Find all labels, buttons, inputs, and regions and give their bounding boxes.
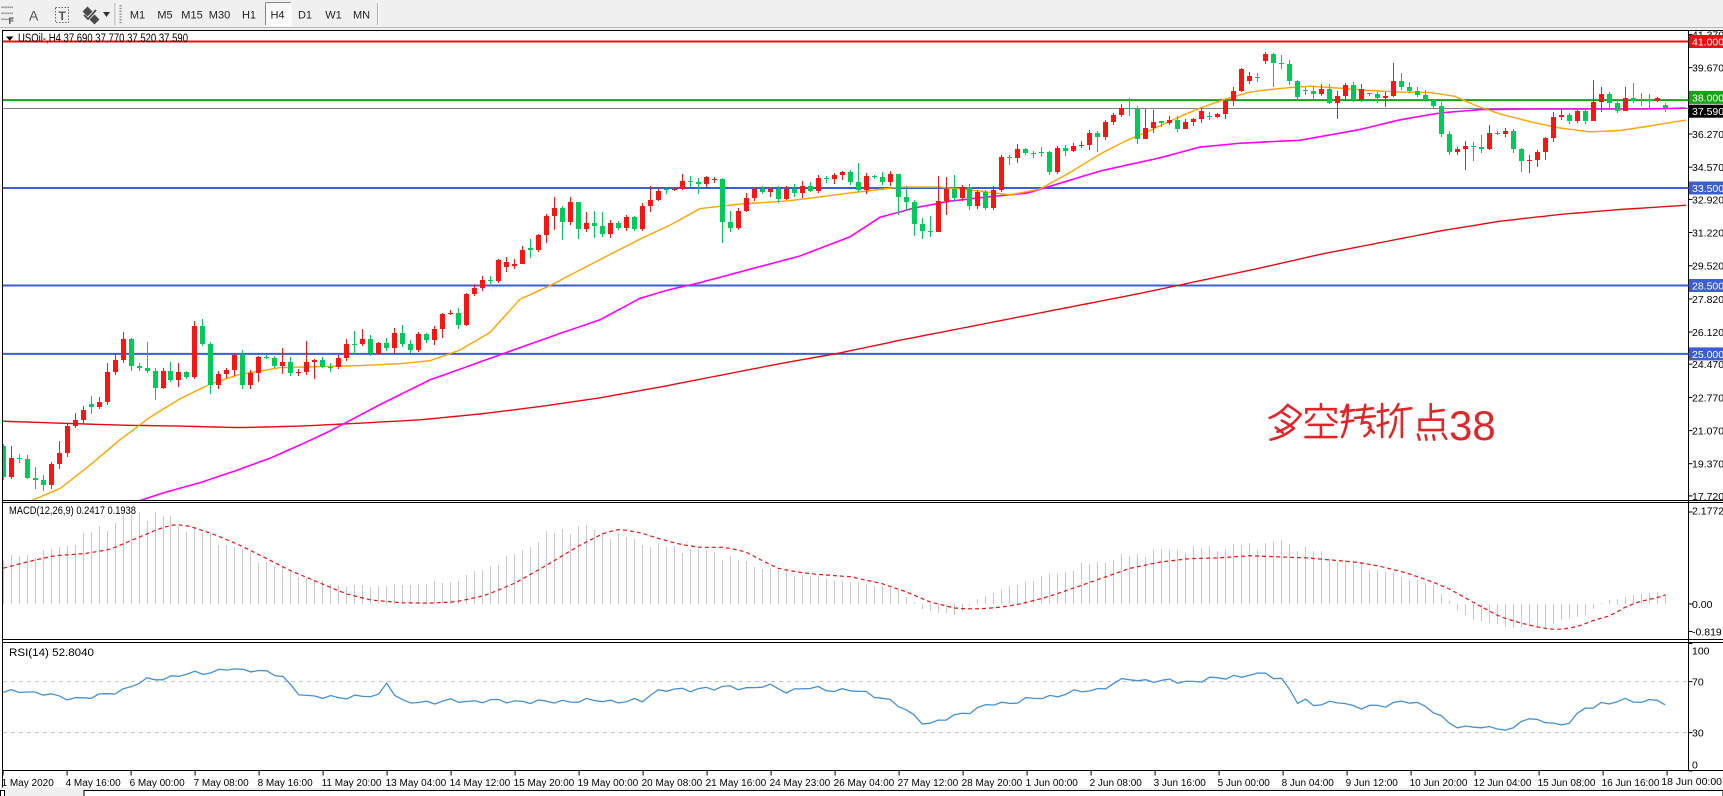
svg-text:M5: M5 <box>157 10 172 22</box>
svg-text:-0.819: -0.819 <box>1692 627 1722 639</box>
svg-text:22.770: 22.770 <box>1692 392 1723 404</box>
svg-text:12 Jun 04:00: 12 Jun 04:00 <box>1474 778 1532 789</box>
svg-text:14 May 12:00: 14 May 12:00 <box>450 778 511 789</box>
svg-text:7 May 08:00: 7 May 08:00 <box>194 778 249 789</box>
svg-text:27 May 12:00: 27 May 12:00 <box>898 778 959 789</box>
svg-text:4 May 16:00: 4 May 16:00 <box>66 778 121 789</box>
svg-text:26.120: 26.120 <box>1692 327 1723 339</box>
svg-text:24 May 23:00: 24 May 23:00 <box>770 778 831 789</box>
svg-text:RSI(14) 52.8040: RSI(14) 52.8040 <box>9 647 94 659</box>
svg-text:H1: H1 <box>242 10 256 22</box>
svg-text:31.220: 31.220 <box>1692 228 1723 240</box>
svg-text:M15: M15 <box>181 10 202 22</box>
svg-text:0.00: 0.00 <box>1692 599 1713 611</box>
svg-text:100: 100 <box>1692 646 1710 658</box>
svg-text:8 Jun 04:00: 8 Jun 04:00 <box>1282 778 1335 789</box>
svg-text:19.370: 19.370 <box>1692 459 1723 471</box>
svg-text:9 Jun 12:00: 9 Jun 12:00 <box>1346 778 1399 789</box>
svg-text:27.820: 27.820 <box>1692 294 1723 306</box>
svg-text:38.000: 38.000 <box>1692 92 1723 104</box>
svg-text:13 May 04:00: 13 May 04:00 <box>386 778 447 789</box>
svg-text:2.1772: 2.1772 <box>1692 506 1723 518</box>
svg-text:16 Jun 16:00: 16 Jun 16:00 <box>1602 778 1660 789</box>
svg-text:1 Jun 00:00: 1 Jun 00:00 <box>1026 778 1079 789</box>
svg-text:26 May 04:00: 26 May 04:00 <box>834 778 895 789</box>
svg-text:10 Jun 20:00: 10 Jun 20:00 <box>1410 778 1468 789</box>
svg-text:MACD(12,26,9) 0.2417 0.1938: MACD(12,26,9) 0.2417 0.1938 <box>9 505 136 517</box>
svg-text:MN: MN <box>353 10 370 22</box>
svg-text:2 Jun 08:00: 2 Jun 08:00 <box>1090 778 1143 789</box>
svg-text:70: 70 <box>1692 677 1704 689</box>
svg-text:15 May 20:00: 15 May 20:00 <box>514 778 575 789</box>
svg-text:33.500: 33.500 <box>1692 183 1723 195</box>
svg-text:19 May 00:00: 19 May 00:00 <box>578 778 639 789</box>
svg-text:34.570: 34.570 <box>1692 162 1723 174</box>
svg-text:11 May 20:00: 11 May 20:00 <box>322 778 382 789</box>
svg-text:1 May 2020: 1 May 2020 <box>2 778 55 789</box>
svg-text:3 Jun 16:00: 3 Jun 16:00 <box>1154 778 1207 789</box>
svg-text:5 Jun 00:00: 5 Jun 00:00 <box>1218 778 1271 789</box>
svg-text:21.070: 21.070 <box>1692 426 1723 438</box>
svg-text:D1: D1 <box>298 10 312 22</box>
svg-text:8 May 16:00: 8 May 16:00 <box>258 778 313 789</box>
svg-text:32.920: 32.920 <box>1692 194 1723 206</box>
svg-text:M1: M1 <box>130 10 145 22</box>
svg-text:29.520: 29.520 <box>1692 261 1723 273</box>
svg-text:39.670: 39.670 <box>1692 63 1723 75</box>
svg-text:18 Jun 00:00: 18 Jun 00:00 <box>1661 776 1722 788</box>
svg-text:15 Jun 08:00: 15 Jun 08:00 <box>1538 778 1596 789</box>
svg-text:30: 30 <box>1692 728 1704 740</box>
svg-text:6 May 00:00: 6 May 00:00 <box>130 778 185 789</box>
svg-text:A: A <box>29 8 39 24</box>
svg-text:17.720: 17.720 <box>1692 491 1723 503</box>
svg-text:T: T <box>59 9 67 23</box>
svg-text:38: 38 <box>1449 402 1496 449</box>
svg-text:28.500: 28.500 <box>1692 281 1723 293</box>
svg-text:H4: H4 <box>270 10 284 22</box>
svg-text:24.470: 24.470 <box>1692 359 1723 371</box>
svg-text:37.590: 37.590 <box>1692 106 1723 118</box>
svg-text:0: 0 <box>1692 760 1698 772</box>
svg-text:F: F <box>9 16 15 26</box>
svg-text:41.000: 41.000 <box>1692 37 1723 49</box>
svg-text:USOil-,H4 37.690 37.770 37.52: USOil-,H4 37.690 37.770 37.520 37.590 <box>18 33 188 45</box>
svg-text:36.270: 36.270 <box>1692 129 1723 141</box>
svg-text:W1: W1 <box>325 10 342 22</box>
svg-text:25.000: 25.000 <box>1692 349 1723 361</box>
svg-text:M30: M30 <box>209 10 230 22</box>
svg-text:28 May 20:00: 28 May 20:00 <box>962 778 1023 789</box>
svg-text:21 May 16:00: 21 May 16:00 <box>706 778 767 789</box>
svg-text:20 May 08:00: 20 May 08:00 <box>642 778 703 789</box>
